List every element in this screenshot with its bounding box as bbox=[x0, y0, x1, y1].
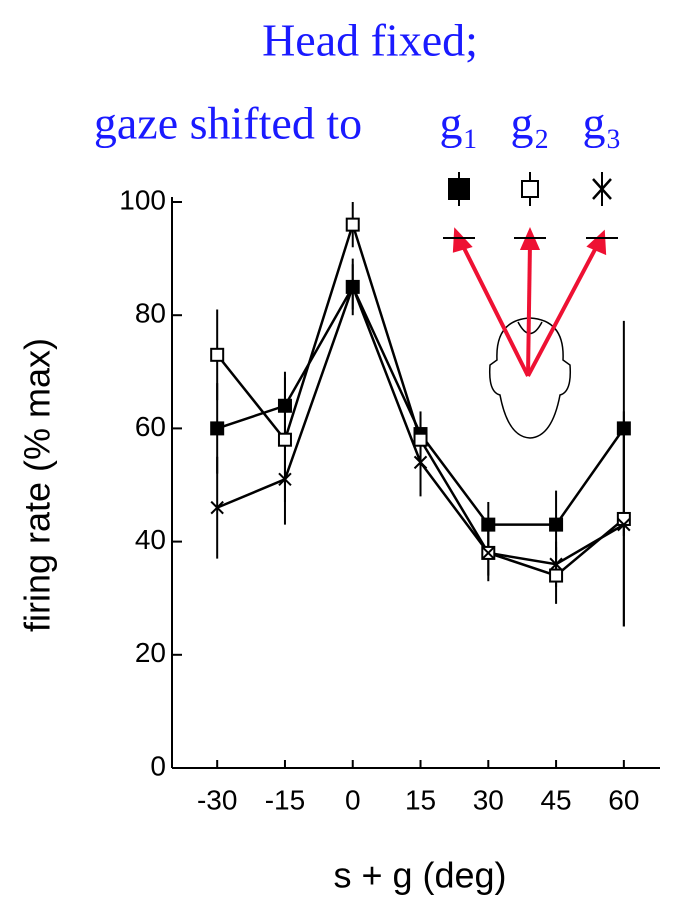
y-tick-label: 80 bbox=[135, 298, 166, 329]
x-tick-label: 30 bbox=[473, 784, 504, 815]
data-point bbox=[616, 511, 631, 526]
data-point bbox=[549, 517, 564, 532]
data-point bbox=[617, 517, 631, 532]
data-point bbox=[413, 455, 428, 470]
data-point bbox=[210, 500, 224, 515]
data-point bbox=[278, 472, 292, 487]
data-point bbox=[549, 557, 563, 571]
legend-marker bbox=[521, 180, 539, 198]
data-point bbox=[210, 347, 225, 362]
data-point bbox=[277, 398, 292, 413]
legend-marker bbox=[448, 178, 470, 200]
data-point bbox=[345, 217, 360, 232]
legend-label: g₃ bbox=[582, 98, 621, 149]
y-tick-label: 100 bbox=[119, 184, 166, 215]
x-axis-label: s + g (deg) bbox=[333, 855, 506, 896]
data-point bbox=[413, 432, 428, 447]
data-point bbox=[616, 421, 631, 436]
data-point bbox=[481, 517, 496, 532]
y-tick-label: 0 bbox=[150, 750, 166, 781]
data-point bbox=[481, 546, 496, 560]
x-tick-label: 45 bbox=[540, 784, 571, 815]
y-axis-label: firing rate (% max) bbox=[17, 338, 58, 632]
data-point bbox=[346, 280, 360, 294]
y-tick-label: 20 bbox=[135, 637, 166, 668]
x-tick-label: -30 bbox=[197, 784, 237, 815]
y-tick-label: 60 bbox=[135, 411, 166, 442]
chart-subtitle: gaze shifted to bbox=[94, 98, 362, 149]
data-point bbox=[277, 432, 292, 447]
x-tick-label: 0 bbox=[345, 784, 361, 815]
legend-label: g₂ bbox=[510, 98, 549, 149]
legend-label: g₁ bbox=[439, 98, 478, 149]
x-tick-label: 15 bbox=[405, 784, 436, 815]
y-tick-label: 40 bbox=[135, 524, 166, 555]
chart-title: Head fixed; bbox=[262, 15, 478, 66]
gaze-arrows bbox=[452, 227, 607, 377]
legend-marker bbox=[592, 178, 612, 200]
x-tick-label: -15 bbox=[265, 784, 305, 815]
data-point bbox=[210, 421, 225, 436]
data-point bbox=[549, 568, 564, 583]
x-tick-label: 60 bbox=[608, 784, 639, 815]
